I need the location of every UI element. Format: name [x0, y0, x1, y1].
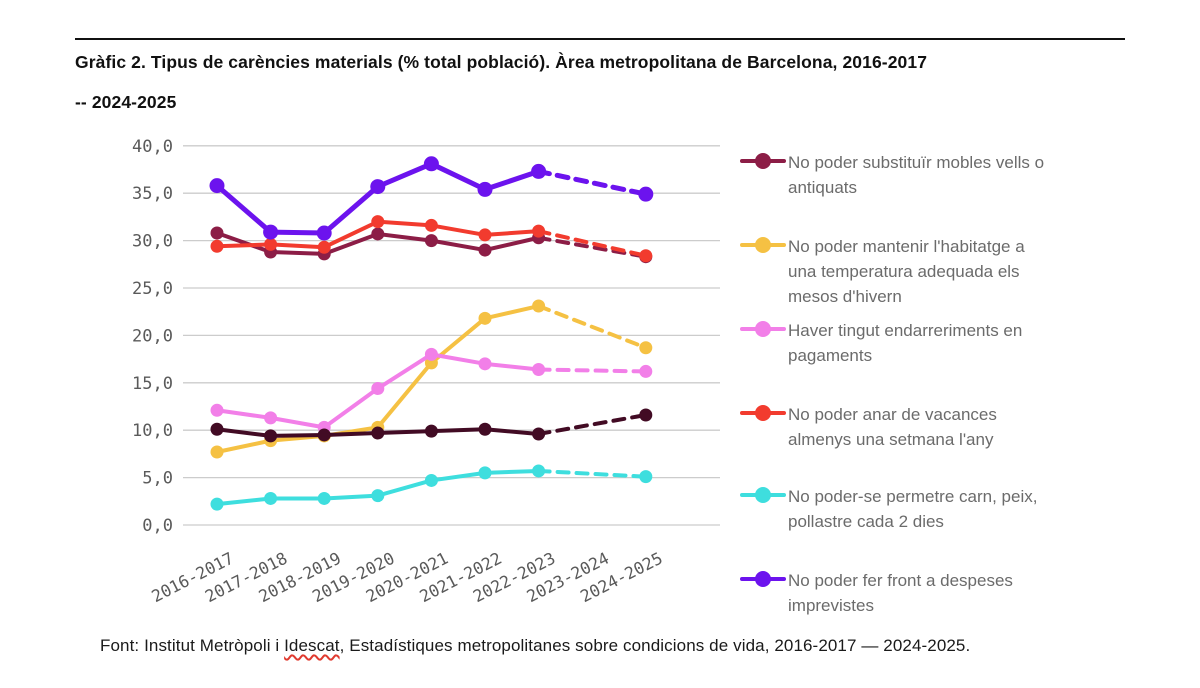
- data-point-marker: [317, 491, 331, 505]
- data-point-marker: [477, 181, 493, 197]
- data-point-marker: [264, 429, 278, 443]
- data-point-marker: [371, 215, 385, 229]
- data-point-marker: [639, 249, 653, 263]
- data-point-marker: [371, 227, 385, 241]
- data-point-marker: [370, 179, 386, 195]
- legend-swatch-icon: [740, 484, 786, 506]
- series-dashed-line: [536, 229, 648, 258]
- data-point-marker: [423, 156, 439, 172]
- data-point-marker: [371, 426, 385, 440]
- legend-item-vacances: No poder anar de vacances almenys una se…: [740, 402, 1060, 452]
- legend-swatch-icon: [740, 234, 786, 256]
- data-point-marker: [639, 470, 653, 484]
- data-point-marker: [478, 357, 492, 371]
- legend-item-mobles: No poder substituïr mobles vells o antiq…: [740, 150, 1060, 200]
- series-dashed-line: [536, 413, 648, 436]
- legend-item-endarreriments: Haver tingut endarreriments en pagaments: [740, 318, 1060, 368]
- data-point-marker: [210, 239, 224, 253]
- data-point-marker: [424, 347, 438, 361]
- y-tick-label: 5,0: [142, 469, 173, 489]
- data-point-marker: [639, 341, 653, 355]
- chart-legend: No poder substituïr mobles vells o antiq…: [740, 0, 1070, 688]
- top-rule: [75, 38, 1125, 40]
- legend-item-temperatura: No poder mantenir l'habitatge a una temp…: [740, 234, 1060, 309]
- y-tick-label: 10,0: [132, 421, 173, 441]
- series-dashed-line: [536, 168, 649, 197]
- y-tick-label: 20,0: [132, 326, 173, 346]
- y-tick-label: 25,0: [132, 279, 173, 299]
- data-point-marker: [209, 178, 225, 194]
- legend-item-despeses: No poder fer front a despeses impreviste…: [740, 568, 1060, 618]
- legend-swatch-icon: [740, 150, 786, 172]
- data-point-marker: [478, 311, 492, 325]
- chart-area: 0,0 5,0 10,0 15,0 20,0 25,0 30,0 35,0 40,0 2016-2…: [120, 130, 760, 635]
- legend-label: No poder mantenir l'habitatge a una temp…: [788, 237, 1025, 306]
- data-point-marker: [639, 408, 653, 422]
- data-point-marker: [478, 228, 492, 242]
- line-chart: 0,05,010,015,020,025,030,035,040,02016-2…: [132, 137, 720, 606]
- legend-label: No poder substituïr mobles vells o antiq…: [788, 153, 1045, 197]
- series-dashed-line: [536, 235, 648, 259]
- legend-label: No poder fer front a despeses impreviste…: [788, 571, 1013, 615]
- data-point-marker: [424, 218, 438, 232]
- y-tick-label: 40,0: [132, 137, 173, 157]
- source-note: Font: Institut Metròpoli i Idescat, Esta…: [100, 636, 1180, 656]
- chart-title-line1: Gràfic 2. Tipus de carències materials (…: [75, 52, 928, 72]
- legend-label: Haver tingut endarreriments en pagaments: [788, 321, 1023, 365]
- series-dashed-line: [536, 367, 648, 374]
- source-note-prefix: Font: Institut Metròpoli i: [100, 636, 285, 655]
- legend-swatch-icon: [740, 402, 786, 424]
- data-point-marker: [210, 422, 224, 436]
- y-tick-label: 0,0: [142, 516, 173, 536]
- data-point-marker: [210, 445, 224, 459]
- data-point-marker: [264, 411, 278, 425]
- data-point-marker: [371, 381, 385, 395]
- data-point-marker: [317, 240, 331, 254]
- data-point-marker: [371, 489, 385, 503]
- data-point-marker: [532, 299, 546, 313]
- data-point-marker: [478, 243, 492, 257]
- data-point-marker: [210, 403, 224, 417]
- data-point-marker: [263, 224, 279, 240]
- data-point-marker: [478, 466, 492, 480]
- legend-label: No poder anar de vacances almenys una se…: [788, 405, 997, 449]
- data-point-marker: [532, 363, 546, 377]
- source-note-suffix: , Estadístiques metropolitanes sobre con…: [339, 636, 971, 655]
- data-point-marker: [478, 422, 492, 436]
- source-note-idescat: Idescat: [284, 636, 340, 655]
- legend-item-carn: No poder-se permetre carn, peix, pollast…: [740, 484, 1060, 534]
- chart-title: Gràfic 2. Tipus de carències materials (…: [75, 42, 1145, 122]
- y-tick-label: 15,0: [132, 374, 173, 394]
- data-point-marker: [424, 473, 438, 487]
- legend-label: No poder-se permetre carn, peix, pollast…: [788, 487, 1038, 531]
- data-point-marker: [424, 424, 438, 438]
- data-point-marker: [317, 428, 331, 442]
- data-point-marker: [532, 464, 546, 478]
- data-point-marker: [264, 491, 278, 505]
- data-point-marker: [532, 224, 546, 238]
- data-point-marker: [210, 226, 224, 240]
- data-point-marker: [531, 163, 547, 179]
- data-point-marker: [638, 186, 654, 202]
- data-point-marker: [316, 225, 332, 241]
- data-point-marker: [532, 427, 546, 441]
- legend-swatch-icon: [740, 568, 786, 590]
- legend-swatch-icon: [740, 318, 786, 340]
- data-point-marker: [264, 237, 278, 251]
- y-tick-label: 35,0: [132, 184, 173, 204]
- data-point-marker: [210, 497, 224, 511]
- series-dashed-line: [536, 468, 648, 479]
- data-point-marker: [424, 234, 438, 248]
- chart-title-line2: -- 2024-2025: [75, 92, 177, 112]
- data-point-marker: [639, 364, 653, 378]
- y-tick-label: 30,0: [132, 232, 173, 252]
- series-dashed-line: [536, 304, 648, 350]
